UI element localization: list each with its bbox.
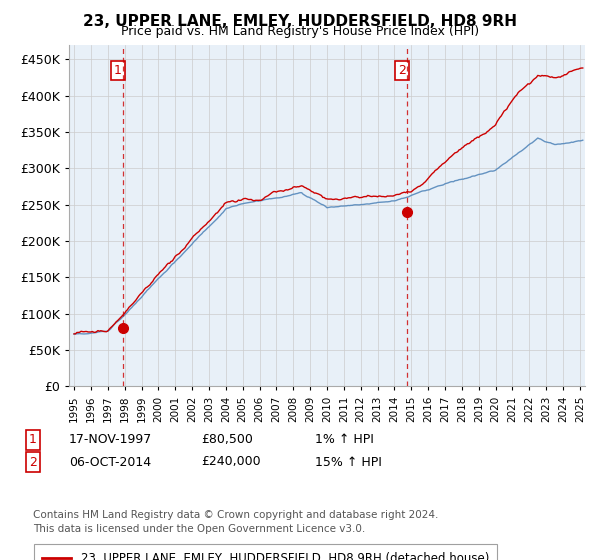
Text: This data is licensed under the Open Government Licence v3.0.: This data is licensed under the Open Gov… xyxy=(33,524,365,534)
Text: 1% ↑ HPI: 1% ↑ HPI xyxy=(315,433,374,446)
Text: Price paid vs. HM Land Registry's House Price Index (HPI): Price paid vs. HM Land Registry's House … xyxy=(121,25,479,38)
Text: £80,500: £80,500 xyxy=(201,433,253,446)
Legend: 23, UPPER LANE, EMLEY, HUDDERSFIELD, HD8 9RH (detached house), HPI: Average pric: 23, UPPER LANE, EMLEY, HUDDERSFIELD, HD8… xyxy=(34,544,497,560)
Text: 15% ↑ HPI: 15% ↑ HPI xyxy=(315,455,382,469)
Text: 17-NOV-1997: 17-NOV-1997 xyxy=(69,433,152,446)
Text: 2: 2 xyxy=(398,64,406,77)
Text: 06-OCT-2014: 06-OCT-2014 xyxy=(69,455,151,469)
Text: Contains HM Land Registry data © Crown copyright and database right 2024.: Contains HM Land Registry data © Crown c… xyxy=(33,510,439,520)
Text: 1: 1 xyxy=(29,433,37,446)
Text: 23, UPPER LANE, EMLEY, HUDDERSFIELD, HD8 9RH: 23, UPPER LANE, EMLEY, HUDDERSFIELD, HD8… xyxy=(83,14,517,29)
Text: 1: 1 xyxy=(113,64,122,77)
Text: 2: 2 xyxy=(29,455,37,469)
Text: £240,000: £240,000 xyxy=(201,455,260,469)
